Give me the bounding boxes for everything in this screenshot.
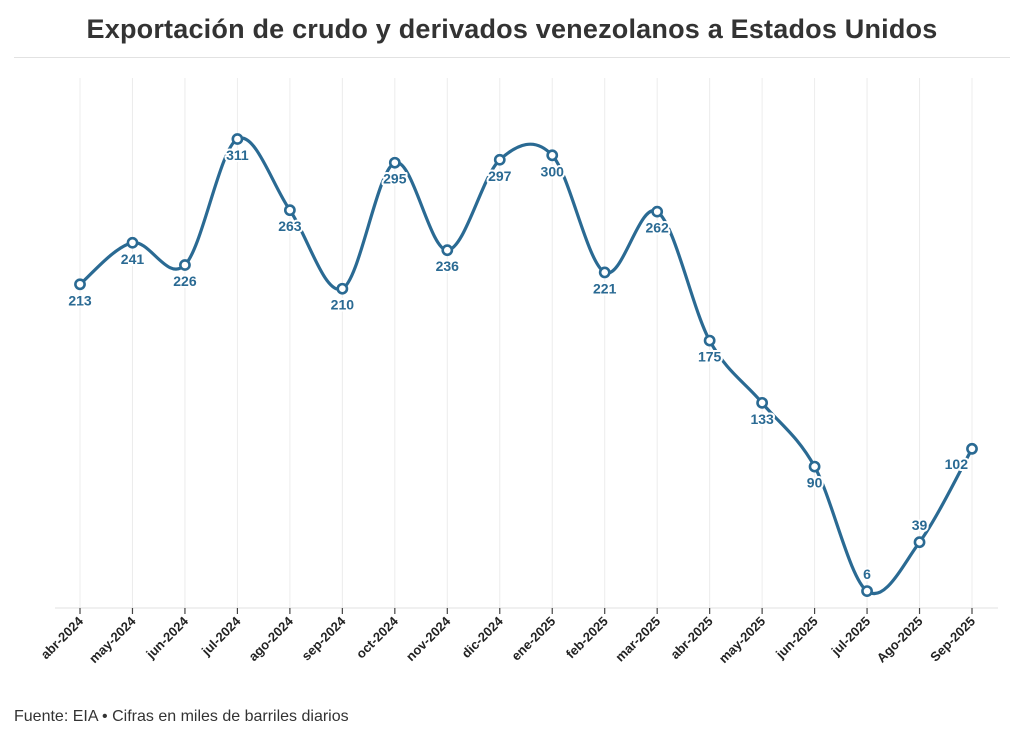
data-label-halo: 213	[68, 292, 92, 308]
data-point	[651, 205, 664, 218]
x-tick-label: nov-2024	[403, 613, 454, 664]
x-tick-label: jun-2025	[772, 614, 821, 663]
data-label: 241	[121, 251, 145, 267]
data-label-halo: 262	[645, 220, 669, 236]
x-tick-label: ago-2024	[246, 613, 297, 664]
data-label: 102	[945, 456, 969, 472]
data-label: 213	[68, 292, 92, 308]
x-tick-label: mar-2025	[612, 614, 663, 665]
data-label-halo: 226	[173, 273, 197, 289]
data-point	[546, 149, 559, 162]
data-point	[388, 156, 401, 169]
source-note: Fuente: EIA • Cifras en miles de barrile…	[14, 708, 349, 725]
data-label-halo: 311	[226, 147, 249, 163]
x-tick-label: dic-2024	[458, 613, 506, 661]
data-label-halo: 295	[383, 171, 407, 187]
data-point	[966, 442, 978, 455]
data-point	[283, 204, 296, 217]
data-label-halo: 6	[863, 566, 871, 582]
x-tick-label: may-2025	[716, 614, 769, 667]
data-label: 221	[593, 280, 617, 296]
data-point	[336, 282, 349, 295]
data-point	[179, 259, 191, 271]
data-label: 210	[331, 297, 355, 313]
data-label: 236	[436, 258, 460, 274]
data-label: 39	[912, 517, 928, 533]
data-label: 297	[488, 168, 512, 184]
x-tick-label: sep-2024	[299, 613, 350, 664]
data-label: 175	[698, 349, 722, 365]
data-label: 6	[863, 566, 871, 582]
data-point	[703, 334, 716, 347]
data-label-halo: 221	[593, 280, 617, 296]
data-label-halo: 300	[541, 163, 565, 179]
data-point	[231, 133, 244, 145]
data-label: 300	[541, 163, 565, 179]
data-label: 263	[278, 218, 302, 234]
x-tick-label: Ago-2025	[874, 614, 926, 666]
data-label-halo: 210	[331, 297, 355, 313]
data-point	[441, 244, 454, 257]
data-label-halo: 297	[488, 168, 512, 184]
x-tick-label: abr-2024	[38, 613, 87, 662]
data-label: 295	[383, 171, 407, 187]
data-label: 262	[645, 220, 669, 236]
data-label-halo: 90	[807, 475, 823, 491]
x-tick-label: jul-2025	[828, 614, 874, 660]
x-tick-label: jul-2024	[198, 613, 244, 659]
data-label: 311	[226, 147, 249, 163]
data-label-halo: 39	[912, 517, 928, 533]
data-point	[493, 153, 506, 166]
x-tick-label: Sep-2025	[927, 614, 978, 665]
data-label-halo: 133	[750, 411, 774, 427]
data-label: 226	[173, 273, 197, 289]
series-line	[78, 136, 974, 596]
x-tick-label: feb-2025	[563, 614, 611, 662]
data-point	[598, 266, 611, 279]
data-point	[808, 460, 821, 473]
x-tick-label: abr-2025	[667, 614, 715, 662]
data-label: 90	[807, 475, 823, 491]
data-label-halo: 236	[436, 258, 460, 274]
x-tick-label: ene-2025	[508, 614, 558, 664]
data-label-halo: 175	[698, 349, 722, 365]
data-label-halo: 102	[945, 456, 969, 472]
data-point	[861, 585, 873, 598]
x-tick-label: may-2024	[86, 613, 139, 666]
data-point	[126, 236, 139, 249]
data-label-halo: 263	[278, 218, 302, 234]
data-point	[74, 278, 86, 291]
chart-title: Exportación de crudo y derivados venezol…	[86, 14, 938, 44]
data-point	[756, 396, 769, 409]
x-tick-label: jun-2024	[142, 613, 191, 662]
data-label-halo: 241	[121, 251, 145, 267]
x-tick-label: oct-2024	[353, 613, 401, 661]
data-point	[913, 536, 926, 549]
data-label: 133	[750, 411, 774, 427]
title-divider	[14, 57, 1010, 58]
